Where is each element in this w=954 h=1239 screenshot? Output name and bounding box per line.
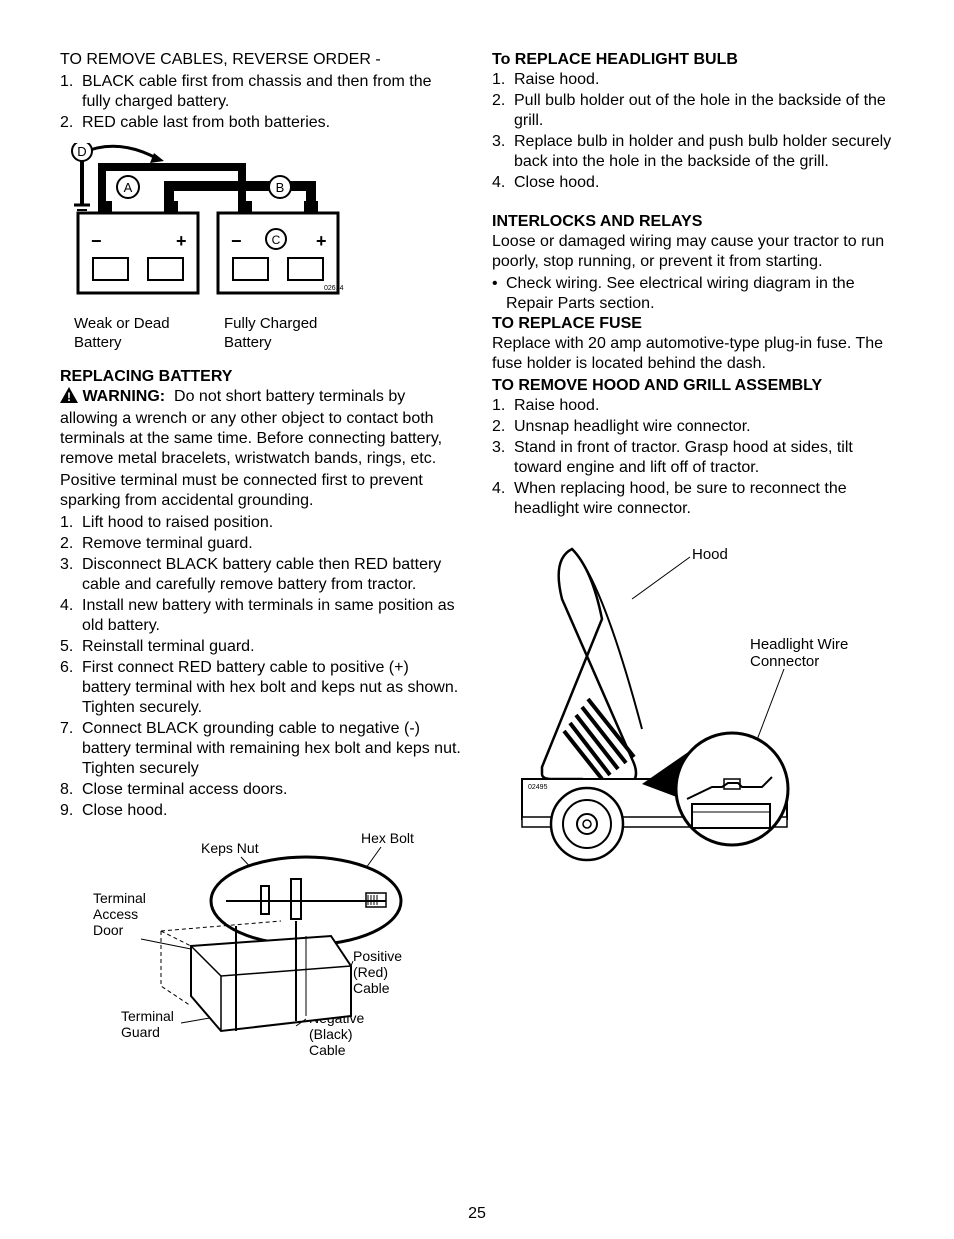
list-item: 5.Reinstall terminal guard. xyxy=(60,637,462,657)
list-item: 1.BLACK cable first from chassis and the… xyxy=(60,72,462,112)
hood-list: 1.Raise hood. 2.Unsnap headlight wire co… xyxy=(492,396,894,519)
warning-icon: ! xyxy=(60,387,78,409)
list-item: 2.Remove terminal guard. xyxy=(60,534,462,554)
interlocks-heading: INTERLOCKS AND RELAYS xyxy=(492,212,894,232)
weak-battery-label: Weak or Dead Battery xyxy=(74,315,194,353)
warning-label: WARNING: xyxy=(82,388,165,405)
list-item: 1.Lift hood to raised position. xyxy=(60,513,462,533)
list-item: 3.Disconnect BLACK battery cable then RE… xyxy=(60,555,462,595)
headlight-heading: To REPLACE HEADLIGHT BULB xyxy=(492,50,894,70)
svg-text:Keps Nut: Keps Nut xyxy=(201,840,259,856)
battery-terminal-diagram: Hex Bolt Keps Nut TerminalAccessDoor Ter… xyxy=(60,831,462,1067)
list-item: •Check wiring. See electrical wiring dia… xyxy=(492,274,894,314)
remove-cables-list: 1.BLACK cable first from chassis and the… xyxy=(60,72,462,133)
svg-text:TerminalGuard: TerminalGuard xyxy=(121,1008,174,1040)
svg-text:Headlight WireConnector: Headlight WireConnector xyxy=(750,636,848,670)
list-item: 3.Replace bulb in holder and push bulb h… xyxy=(492,132,894,172)
headlight-list: 1.Raise hood. 2.Pull bulb holder out of … xyxy=(492,70,894,193)
list-item: 1.Raise hood. xyxy=(492,396,894,416)
svg-text:B: B xyxy=(276,180,285,195)
list-item: 6.First connect RED battery cable to pos… xyxy=(60,658,462,718)
svg-text:−: − xyxy=(91,231,102,251)
svg-text:−: − xyxy=(231,231,242,251)
hood-diagram: Hood Headlight WireConnector xyxy=(492,529,894,875)
list-item: 4.Install new battery with terminals in … xyxy=(60,596,462,636)
interlocks-bullets: •Check wiring. See electrical wiring dia… xyxy=(492,274,894,314)
right-column: To REPLACE HEADLIGHT BULB 1.Raise hood. … xyxy=(492,50,894,1067)
svg-text:+: + xyxy=(316,231,327,251)
page-number: 25 xyxy=(0,1205,954,1223)
svg-text:D: D xyxy=(77,144,86,159)
list-item: 1.Raise hood. xyxy=(492,70,894,90)
full-battery-label: Fully Charged Battery xyxy=(224,315,344,353)
list-item: 9.Close hood. xyxy=(60,801,462,821)
warning-paragraph: ! WARNING: Do not short battery terminal… xyxy=(60,387,462,469)
fuse-text: Replace with 20 amp automotive-type plug… xyxy=(492,334,894,374)
svg-text:A: A xyxy=(124,180,133,195)
interlocks-text: Loose or damaged wiring may cause your t… xyxy=(492,232,894,272)
svg-text:TerminalAccessDoor: TerminalAccessDoor xyxy=(93,890,146,938)
replace-battery-list: 1.Lift hood to raised position. 2.Remove… xyxy=(60,513,462,821)
svg-text:02495: 02495 xyxy=(528,784,548,791)
svg-text:Hex Bolt: Hex Bolt xyxy=(361,831,414,846)
jumpstart-diagram: − + − + D xyxy=(68,143,462,309)
list-item: 2.Pull bulb holder out of the hole in th… xyxy=(492,91,894,131)
list-item: 3.Stand in front of tractor. Grasp hood … xyxy=(492,438,894,478)
svg-text:Positive(Red)Cable: Positive(Red)Cable xyxy=(353,948,402,996)
list-item: 2.RED cable last from both batteries. xyxy=(60,113,462,133)
list-item: 4.Close hood. xyxy=(492,173,894,193)
svg-text:02614: 02614 xyxy=(324,285,344,292)
svg-text:C: C xyxy=(272,233,281,247)
jumpstart-diagram-labels: Weak or Dead Battery Fully Charged Batte… xyxy=(74,315,462,353)
list-item: 2.Unsnap headlight wire connector. xyxy=(492,417,894,437)
svg-text:Hood: Hood xyxy=(692,546,728,563)
list-item: 8.Close terminal access doors. xyxy=(60,780,462,800)
warning-text-2: Positive terminal must be connected firs… xyxy=(60,471,462,511)
list-item: 7.Connect BLACK grounding cable to negat… xyxy=(60,719,462,779)
svg-text:!: ! xyxy=(67,390,71,403)
fuse-heading: TO REPLACE FUSE xyxy=(492,314,894,334)
hood-heading: TO REMOVE HOOD AND GRILL ASSEMBLY xyxy=(492,376,894,396)
remove-cables-heading: TO REMOVE CABLES, REVERSE ORDER - xyxy=(60,50,462,70)
left-column: TO REMOVE CABLES, REVERSE ORDER - 1.BLAC… xyxy=(60,50,462,1067)
replacing-battery-heading: REPLACING BATTERY xyxy=(60,367,462,387)
list-item: 4.When replacing hood, be sure to reconn… xyxy=(492,479,894,519)
svg-text:+: + xyxy=(176,231,187,251)
